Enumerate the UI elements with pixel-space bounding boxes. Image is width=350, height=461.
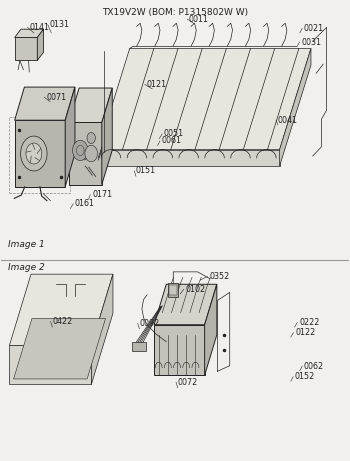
Polygon shape [205,284,217,375]
Polygon shape [280,48,311,166]
Text: Image 1: Image 1 [8,240,44,249]
Text: TX19V2W (BOM: P1315802W W): TX19V2W (BOM: P1315802W W) [102,7,248,17]
Text: 0422: 0422 [52,317,72,326]
Polygon shape [85,145,97,162]
Polygon shape [21,136,47,171]
Text: 0072: 0072 [178,378,198,387]
Text: 0071: 0071 [46,93,66,102]
Text: 0131: 0131 [49,20,70,29]
Polygon shape [69,88,112,123]
Polygon shape [72,140,88,160]
Polygon shape [14,319,105,379]
Text: 0061: 0061 [162,136,182,145]
Polygon shape [9,274,113,345]
Polygon shape [132,342,146,351]
Text: 0041: 0041 [278,116,298,124]
Text: 0102: 0102 [186,285,205,294]
Polygon shape [98,150,280,166]
Polygon shape [15,37,37,60]
Polygon shape [154,284,217,325]
Text: 0122: 0122 [295,328,315,337]
Text: 0222: 0222 [299,318,320,327]
Polygon shape [37,29,43,60]
Text: 0161: 0161 [75,199,95,208]
Text: 0031: 0031 [301,37,321,47]
Polygon shape [168,284,178,297]
Polygon shape [65,87,75,187]
Polygon shape [9,345,91,384]
Text: 0011: 0011 [189,15,209,24]
Polygon shape [91,274,113,384]
Text: 0151: 0151 [136,166,156,175]
Polygon shape [102,88,112,184]
Text: 0141: 0141 [29,23,49,32]
Polygon shape [69,123,102,184]
Text: 0352: 0352 [209,272,229,281]
Polygon shape [15,29,43,37]
Text: 0121: 0121 [146,80,167,89]
Text: 0021: 0021 [304,24,324,33]
Text: 0051: 0051 [164,130,184,138]
Text: 0171: 0171 [92,190,112,199]
Text: 0062: 0062 [304,361,324,371]
Polygon shape [98,48,311,150]
Polygon shape [169,285,177,296]
Text: 0092: 0092 [139,319,160,328]
Polygon shape [26,143,42,164]
Text: 0152: 0152 [295,372,315,381]
Polygon shape [87,132,96,143]
Polygon shape [15,87,75,120]
Text: Image 2: Image 2 [8,263,44,272]
Polygon shape [15,120,65,187]
Polygon shape [154,325,205,375]
